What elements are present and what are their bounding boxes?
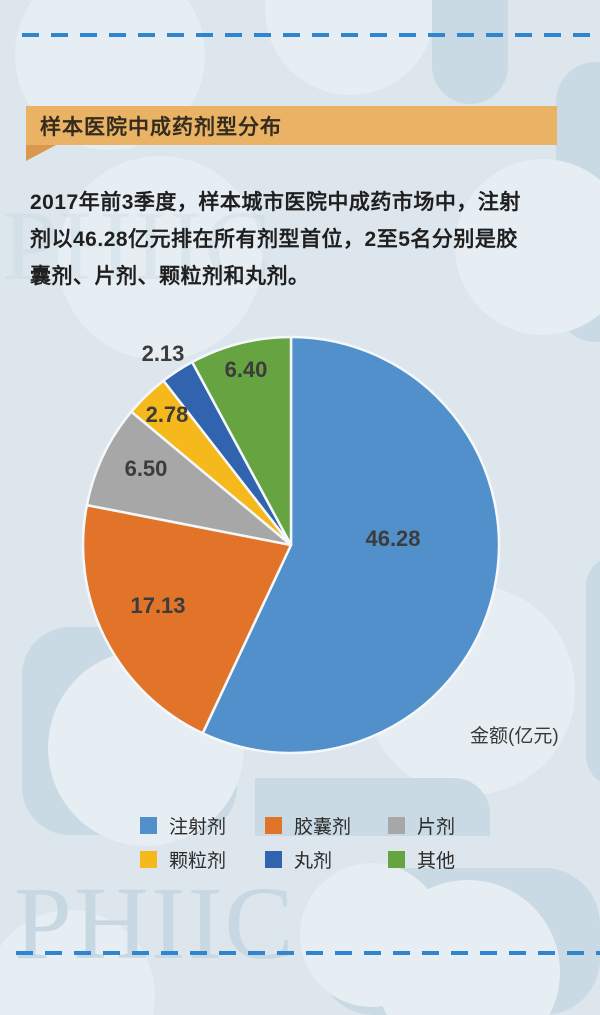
top-dashed-divider — [22, 33, 600, 37]
bg-decoration-circle — [376, 880, 560, 1015]
legend-label: 丸剂 — [294, 851, 333, 872]
bg-decoration-circle — [265, 0, 435, 95]
legend-swatch-icon — [388, 817, 405, 834]
legend-label: 颗粒剂 — [169, 851, 227, 872]
bg-decoration-band — [586, 556, 600, 786]
legend-item-胶囊剂: 胶囊剂 — [265, 812, 351, 839]
pie-slice-片剂 — [85, 410, 293, 547]
chart-unit-label: 金额(亿元) — [470, 726, 559, 747]
legend-swatch-icon — [265, 817, 282, 834]
intro-line: 剂以46.28亿元排在所有剂型首位，2至5名分别是胶 — [30, 228, 518, 251]
intro-line: 囊剂、片剂、颗粒剂和丸剂。 — [30, 265, 310, 288]
intro-paragraph: 2017年前3季度，样本城市医院中成药市场中，注射 剂以46.28亿元排在所有剂… — [30, 184, 575, 295]
banner-fold-ribbon — [26, 145, 56, 161]
bg-decoration-band — [255, 778, 490, 836]
pie-slice-注射剂 — [201, 335, 501, 755]
legend-item-注射剂: 注射剂 — [140, 812, 226, 839]
phiic-watermark: PHIIC — [14, 866, 296, 981]
legend-swatch-icon — [265, 851, 282, 868]
pie-value-label-注射剂: 46.28 — [365, 526, 421, 551]
pie-value-label-颗粒剂: 2.78 — [145, 402, 189, 427]
bottom-dashed-divider — [16, 951, 600, 955]
bg-decoration-petal — [432, 0, 508, 104]
pie-chart — [81, 335, 501, 755]
bg-decoration-circle — [58, 156, 262, 360]
intro-line: 2017年前3季度，样本城市医院中成药市场中，注射 — [30, 191, 521, 214]
legend-label: 其他 — [417, 851, 456, 872]
pie-value-label-丸剂: 2.13 — [141, 341, 185, 366]
pie-slice-其他 — [190, 335, 293, 547]
legend-swatch-icon — [140, 817, 157, 834]
legend-item-片剂: 片剂 — [388, 812, 455, 839]
legend-swatch-icon — [388, 851, 405, 868]
legend-label: 片剂 — [417, 817, 456, 838]
legend-item-颗粒剂: 颗粒剂 — [140, 846, 226, 873]
legend-item-丸剂: 丸剂 — [265, 846, 332, 873]
pie-value-label-片剂: 6.50 — [124, 456, 168, 481]
legend-swatch-icon — [140, 851, 157, 868]
section-title: 样本医院中成药剂型分布 — [40, 115, 282, 139]
section-header-banner: 样本医院中成药剂型分布 — [26, 106, 557, 145]
legend-label: 胶囊剂 — [294, 817, 352, 838]
bg-decoration-circle — [455, 159, 600, 335]
legend-item-其他: 其他 — [388, 846, 455, 873]
pie-value-label-胶囊剂: 17.13 — [130, 593, 186, 618]
legend-label: 注射剂 — [169, 817, 227, 838]
pie-value-label-其他: 6.40 — [224, 357, 268, 382]
phiic-watermark: PHIIC — [2, 190, 274, 301]
pie-slice-胶囊剂 — [81, 503, 293, 735]
